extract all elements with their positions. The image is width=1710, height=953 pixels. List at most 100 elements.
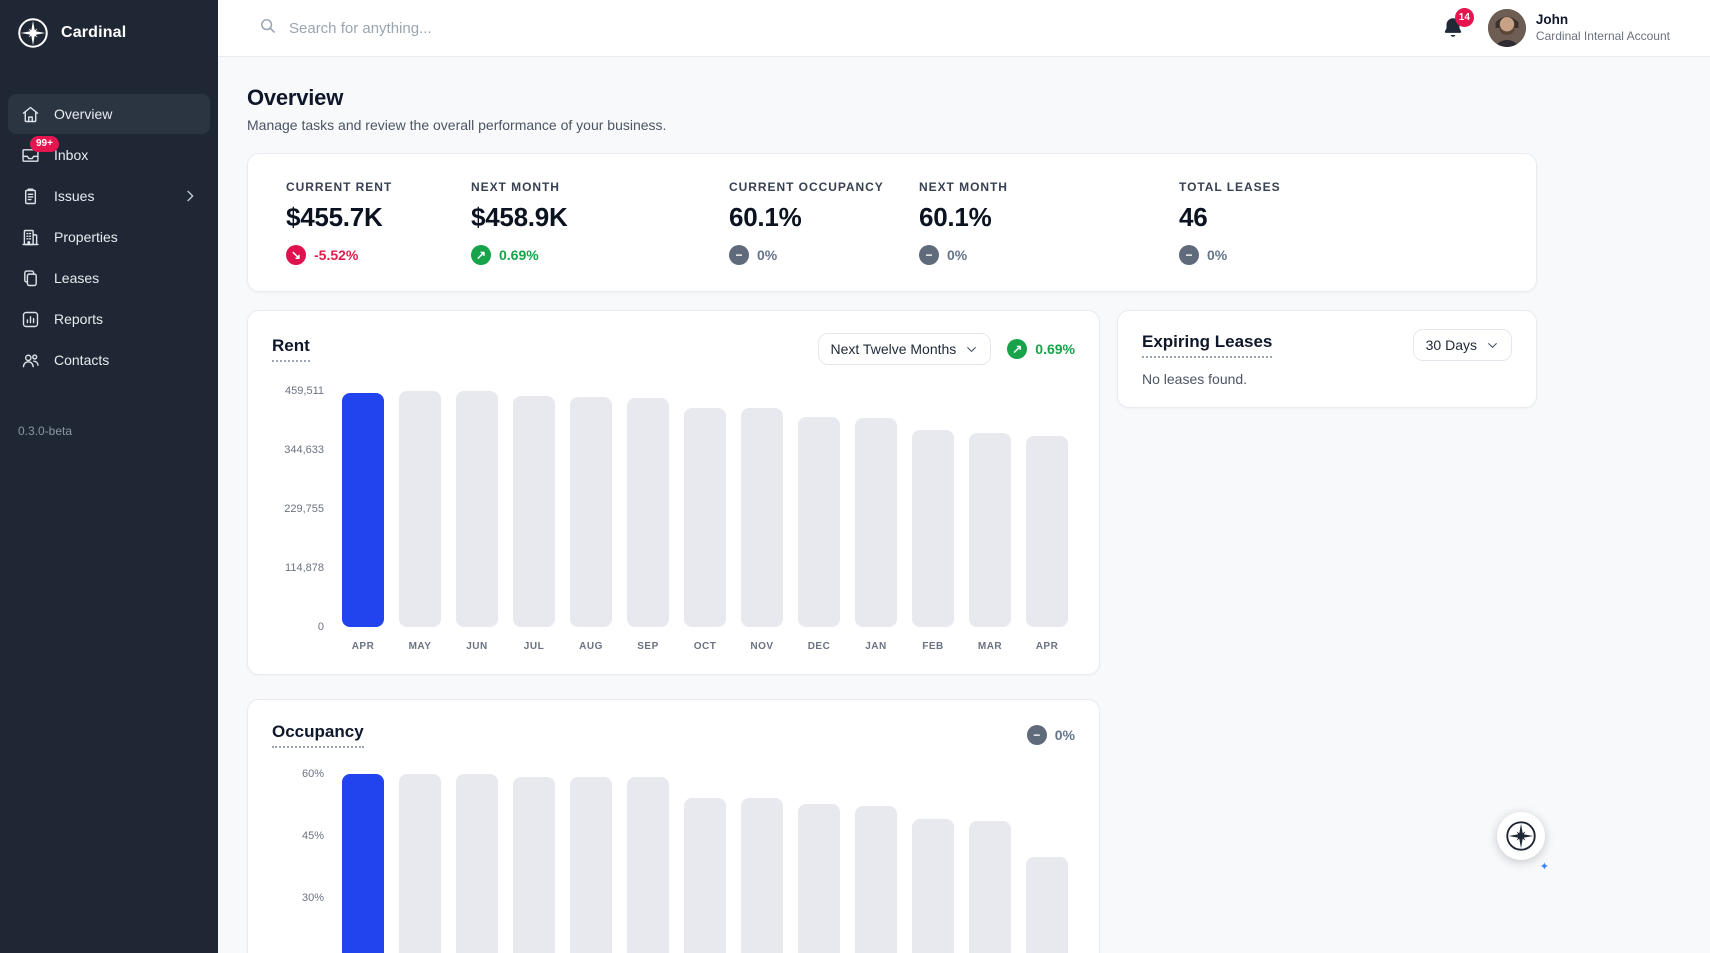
people-icon (20, 350, 41, 371)
header-right-cluster: 14 John Cardinal Internal Account (1440, 8, 1670, 47)
x-tick-label: SEP (637, 641, 659, 652)
x-tick-label: APR (351, 641, 375, 652)
bar-mar-11 (969, 821, 1011, 953)
stat-delta: − 0% (729, 245, 919, 265)
occupancy-card: Occupancy − 0% 60% 45% 30% (247, 699, 1100, 953)
rent-card: Rent Next Twelve Months ↗ 0.69% (247, 310, 1100, 675)
brand: Cardinal (0, 0, 218, 64)
bar-may-1 (399, 774, 441, 953)
delta-value: 0% (757, 247, 778, 263)
x-tick-label: FEB (922, 641, 944, 652)
cardinal-logo-icon (16, 16, 50, 50)
chevron-down-icon (967, 346, 977, 352)
trend-up-icon: ↗ (1007, 339, 1028, 359)
bar-may-1 (399, 391, 441, 627)
bar-jul-3 (513, 395, 555, 627)
sidebar-item-contacts[interactable]: Contacts (8, 340, 210, 380)
stat-current-rent: CURRENT RENT $455.7K ↘ -5.52% (286, 180, 471, 265)
expiring-card-header: Expiring Leases 30 Days (1142, 329, 1512, 361)
bar-jun-2 (456, 391, 498, 627)
sidebar-item-label: Properties (54, 229, 118, 245)
x-tick-label: MAR (977, 641, 1003, 652)
inbox-count-badge: 99+ (30, 135, 59, 152)
plot-area (334, 774, 1075, 953)
sidebar-item-label: Inbox (54, 147, 89, 163)
sidebar-nav: Overview 99+ Inbox Issues (0, 94, 218, 380)
stat-label: NEXT MONTH (471, 180, 560, 194)
sidebar-item-overview[interactable]: Overview (8, 94, 210, 134)
bar-oct-6 (684, 408, 726, 627)
bar-sep-5 (627, 398, 669, 627)
trend-flat-icon: − (729, 245, 749, 265)
bar-apr-12 (1026, 857, 1068, 953)
expiring-title: Expiring Leases (1142, 332, 1273, 358)
stat-label: CURRENT RENT (286, 180, 393, 194)
trend-flat-icon: − (1179, 245, 1199, 265)
sidebar-item-label: Contacts (54, 352, 110, 368)
bar-nov-7 (741, 408, 783, 627)
x-tick-label: OCT (693, 641, 717, 652)
sidebar-item-issues[interactable]: Issues (8, 176, 210, 216)
bar-nov-7 (741, 797, 783, 953)
stat-label: NEXT MONTH (919, 180, 1008, 194)
sidebar-item-inbox[interactable]: 99+ Inbox (8, 135, 210, 175)
sidebar-item-label: Issues (54, 188, 95, 204)
bar-dec-8 (798, 417, 840, 627)
rent-range-value: Next Twelve Months (830, 341, 957, 357)
y-axis: 60% 45% 30% (272, 768, 334, 953)
bar-aug-4 (570, 776, 612, 953)
x-tick-label: JAN (865, 641, 887, 652)
rent-title: Rent (272, 336, 310, 362)
y-axis: 459,511 344,633 229,755 114,878 0 (272, 385, 334, 633)
bar-apr-0 (342, 392, 384, 627)
stat-delta: − 0% (1179, 245, 1281, 265)
stat-current-occupancy: CURRENT OCCUPANCY 60.1% − 0% (729, 180, 919, 265)
occupancy-delta: − 0% (1026, 725, 1075, 745)
stat-label: TOTAL LEASES (1179, 180, 1281, 194)
compass-fab-button[interactable]: ✦ (1497, 812, 1549, 873)
main-area: 14 John Cardinal Internal Account Overvi… (218, 0, 1710, 953)
sidebar-item-label: Reports (54, 311, 104, 327)
stat-value: $458.9K (471, 202, 568, 232)
stat-delta: − 0% (919, 245, 1179, 265)
y-tick-label: 0 (317, 621, 324, 633)
chevron-right-icon (182, 188, 198, 204)
brand-name: Cardinal (61, 24, 127, 41)
x-axis: APR MAY JUN JUL AUG SEP OCT NOV DEC JAN FEB MAR APR (334, 641, 1075, 652)
stat-delta: ↘ -5.52% (286, 245, 471, 265)
plot-area (334, 391, 1075, 627)
x-tick-label: APR (1035, 641, 1059, 652)
bar-apr-12 (1026, 436, 1068, 627)
search-input[interactable] (289, 19, 709, 37)
page-subtitle: Manage tasks and review the overall perf… (247, 117, 667, 133)
notifications-button[interactable]: 14 (1440, 8, 1474, 41)
rent-range-select[interactable]: Next Twelve Months (817, 333, 992, 365)
x-tick-label: AUG (579, 641, 603, 652)
sparkle-icon: ✦ (1539, 861, 1549, 873)
occupancy-title: Occupancy (272, 722, 364, 748)
global-search (258, 16, 1440, 40)
expiring-range-select[interactable]: 30 Days (1412, 329, 1512, 361)
sidebar-item-leases[interactable]: Leases (8, 258, 210, 298)
x-tick-label: JUL (523, 641, 545, 652)
delta-value: 0% (947, 247, 968, 263)
stat-value: 60.1% (919, 202, 992, 232)
charts-row: Rent Next Twelve Months ↗ 0.69% (247, 310, 1537, 675)
y-tick-label: 229,755 (284, 503, 324, 515)
app-version: 0.3.0-beta (18, 424, 73, 438)
sidebar: Cardinal Overview 99+ Inbox Iss (0, 0, 218, 953)
expiring-range-value: 30 Days (1425, 337, 1477, 353)
stat-next-month-occupancy: NEXT MONTH 60.1% − 0% (919, 180, 1179, 265)
page-content: Overview Manage tasks and review the ove… (247, 85, 1537, 953)
delta-value: -5.52% (314, 247, 359, 263)
page-title: Overview (247, 85, 344, 110)
occupancy-chart: 60% 45% 30% (272, 768, 1075, 953)
sidebar-item-reports[interactable]: Reports (8, 299, 210, 339)
occupancy-card-header: Occupancy − 0% (272, 722, 1075, 748)
compass-icon (1506, 821, 1536, 851)
bar-feb-10 (912, 818, 954, 953)
x-tick-label: JUN (466, 641, 488, 652)
y-tick-label: 45% (301, 830, 324, 843)
sidebar-item-properties[interactable]: Properties (8, 217, 210, 257)
user-menu[interactable]: John Cardinal Internal Account (1487, 9, 1670, 47)
